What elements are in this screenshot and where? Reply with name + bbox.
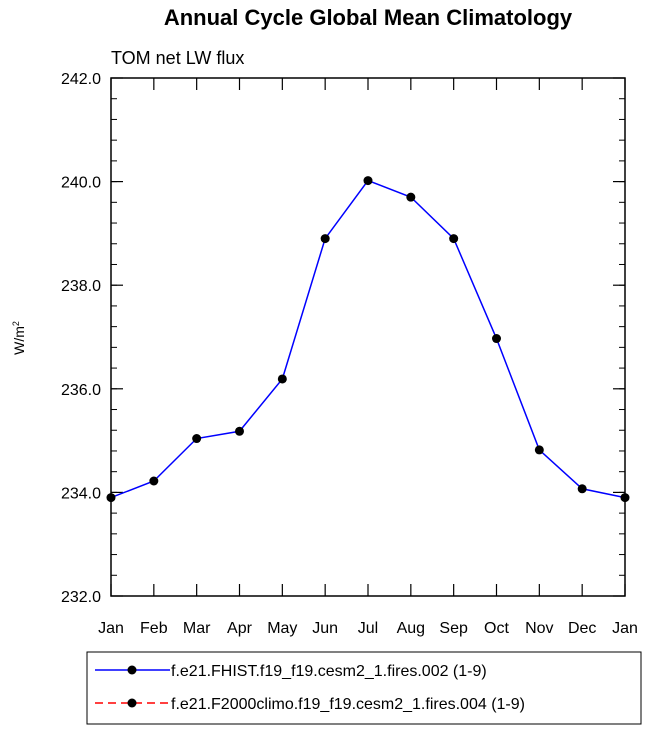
legend-box [86, 651, 642, 725]
legend-label: f.e21.FHIST.f19_f19.cesm2_1.fires.002 (1… [171, 663, 487, 680]
legend-marker [127, 698, 137, 708]
x-tick-label: Mar [183, 620, 211, 637]
data-point [449, 234, 459, 244]
y-tick-label: 242.0 [61, 71, 101, 88]
x-tick-label: Oct [484, 620, 509, 637]
x-tick-label: Aug [397, 620, 425, 637]
data-point [277, 374, 287, 384]
y-tick-label: 240.0 [61, 175, 101, 192]
x-tick-label: Jul [358, 620, 378, 637]
chart-subtitle: TOM net LW flux [111, 48, 244, 68]
data-point [320, 234, 330, 244]
legend: f.e21.FHIST.f19_f19.cesm2_1.fires.002 (1… [86, 651, 642, 725]
y-tick-label: 236.0 [61, 382, 101, 399]
y-tick-labels: 232.0 234.0 236.0 238.0 240.0 242.0 [61, 71, 101, 606]
legend-label: f.e21.F2000climo.f19_f19.cesm2_1.fires.0… [171, 696, 525, 713]
data-point [235, 426, 244, 436]
x-tick-label: Dec [568, 620, 596, 637]
data-series [106, 176, 630, 503]
data-point [192, 434, 202, 444]
data-point [492, 334, 501, 344]
data-point [577, 484, 587, 494]
series-line [110, 179, 626, 499]
chart-title: Annual Cycle Global Mean Climatology [164, 5, 573, 30]
tick-marks [110, 77, 626, 597]
x-tick-label: Nov [525, 620, 553, 637]
x-tick-label: Jun [312, 620, 338, 637]
x-tick-label: Feb [140, 620, 168, 637]
y-tick-label: 232.0 [61, 589, 101, 606]
x-tick-label: Apr [227, 620, 253, 637]
data-point [534, 445, 544, 455]
plot-frame [110, 77, 626, 597]
x-tick-labels: Jan Feb Mar Apr May Jun Jul Aug Sep Oct Nov Dec Jan [98, 620, 638, 637]
x-tick-label: Sep [439, 620, 468, 637]
y-tick-label: 234.0 [61, 485, 101, 502]
y-axis-label: W/m2 [11, 321, 27, 355]
x-tick-label: May [267, 620, 297, 637]
x-tick-label: Jan [98, 620, 124, 637]
data-point [149, 476, 159, 486]
data-point [406, 192, 416, 202]
legend-marker [127, 665, 137, 675]
y-tick-label: 238.0 [61, 278, 101, 295]
data-point [363, 176, 373, 186]
x-tick-label: Jan [612, 620, 638, 637]
